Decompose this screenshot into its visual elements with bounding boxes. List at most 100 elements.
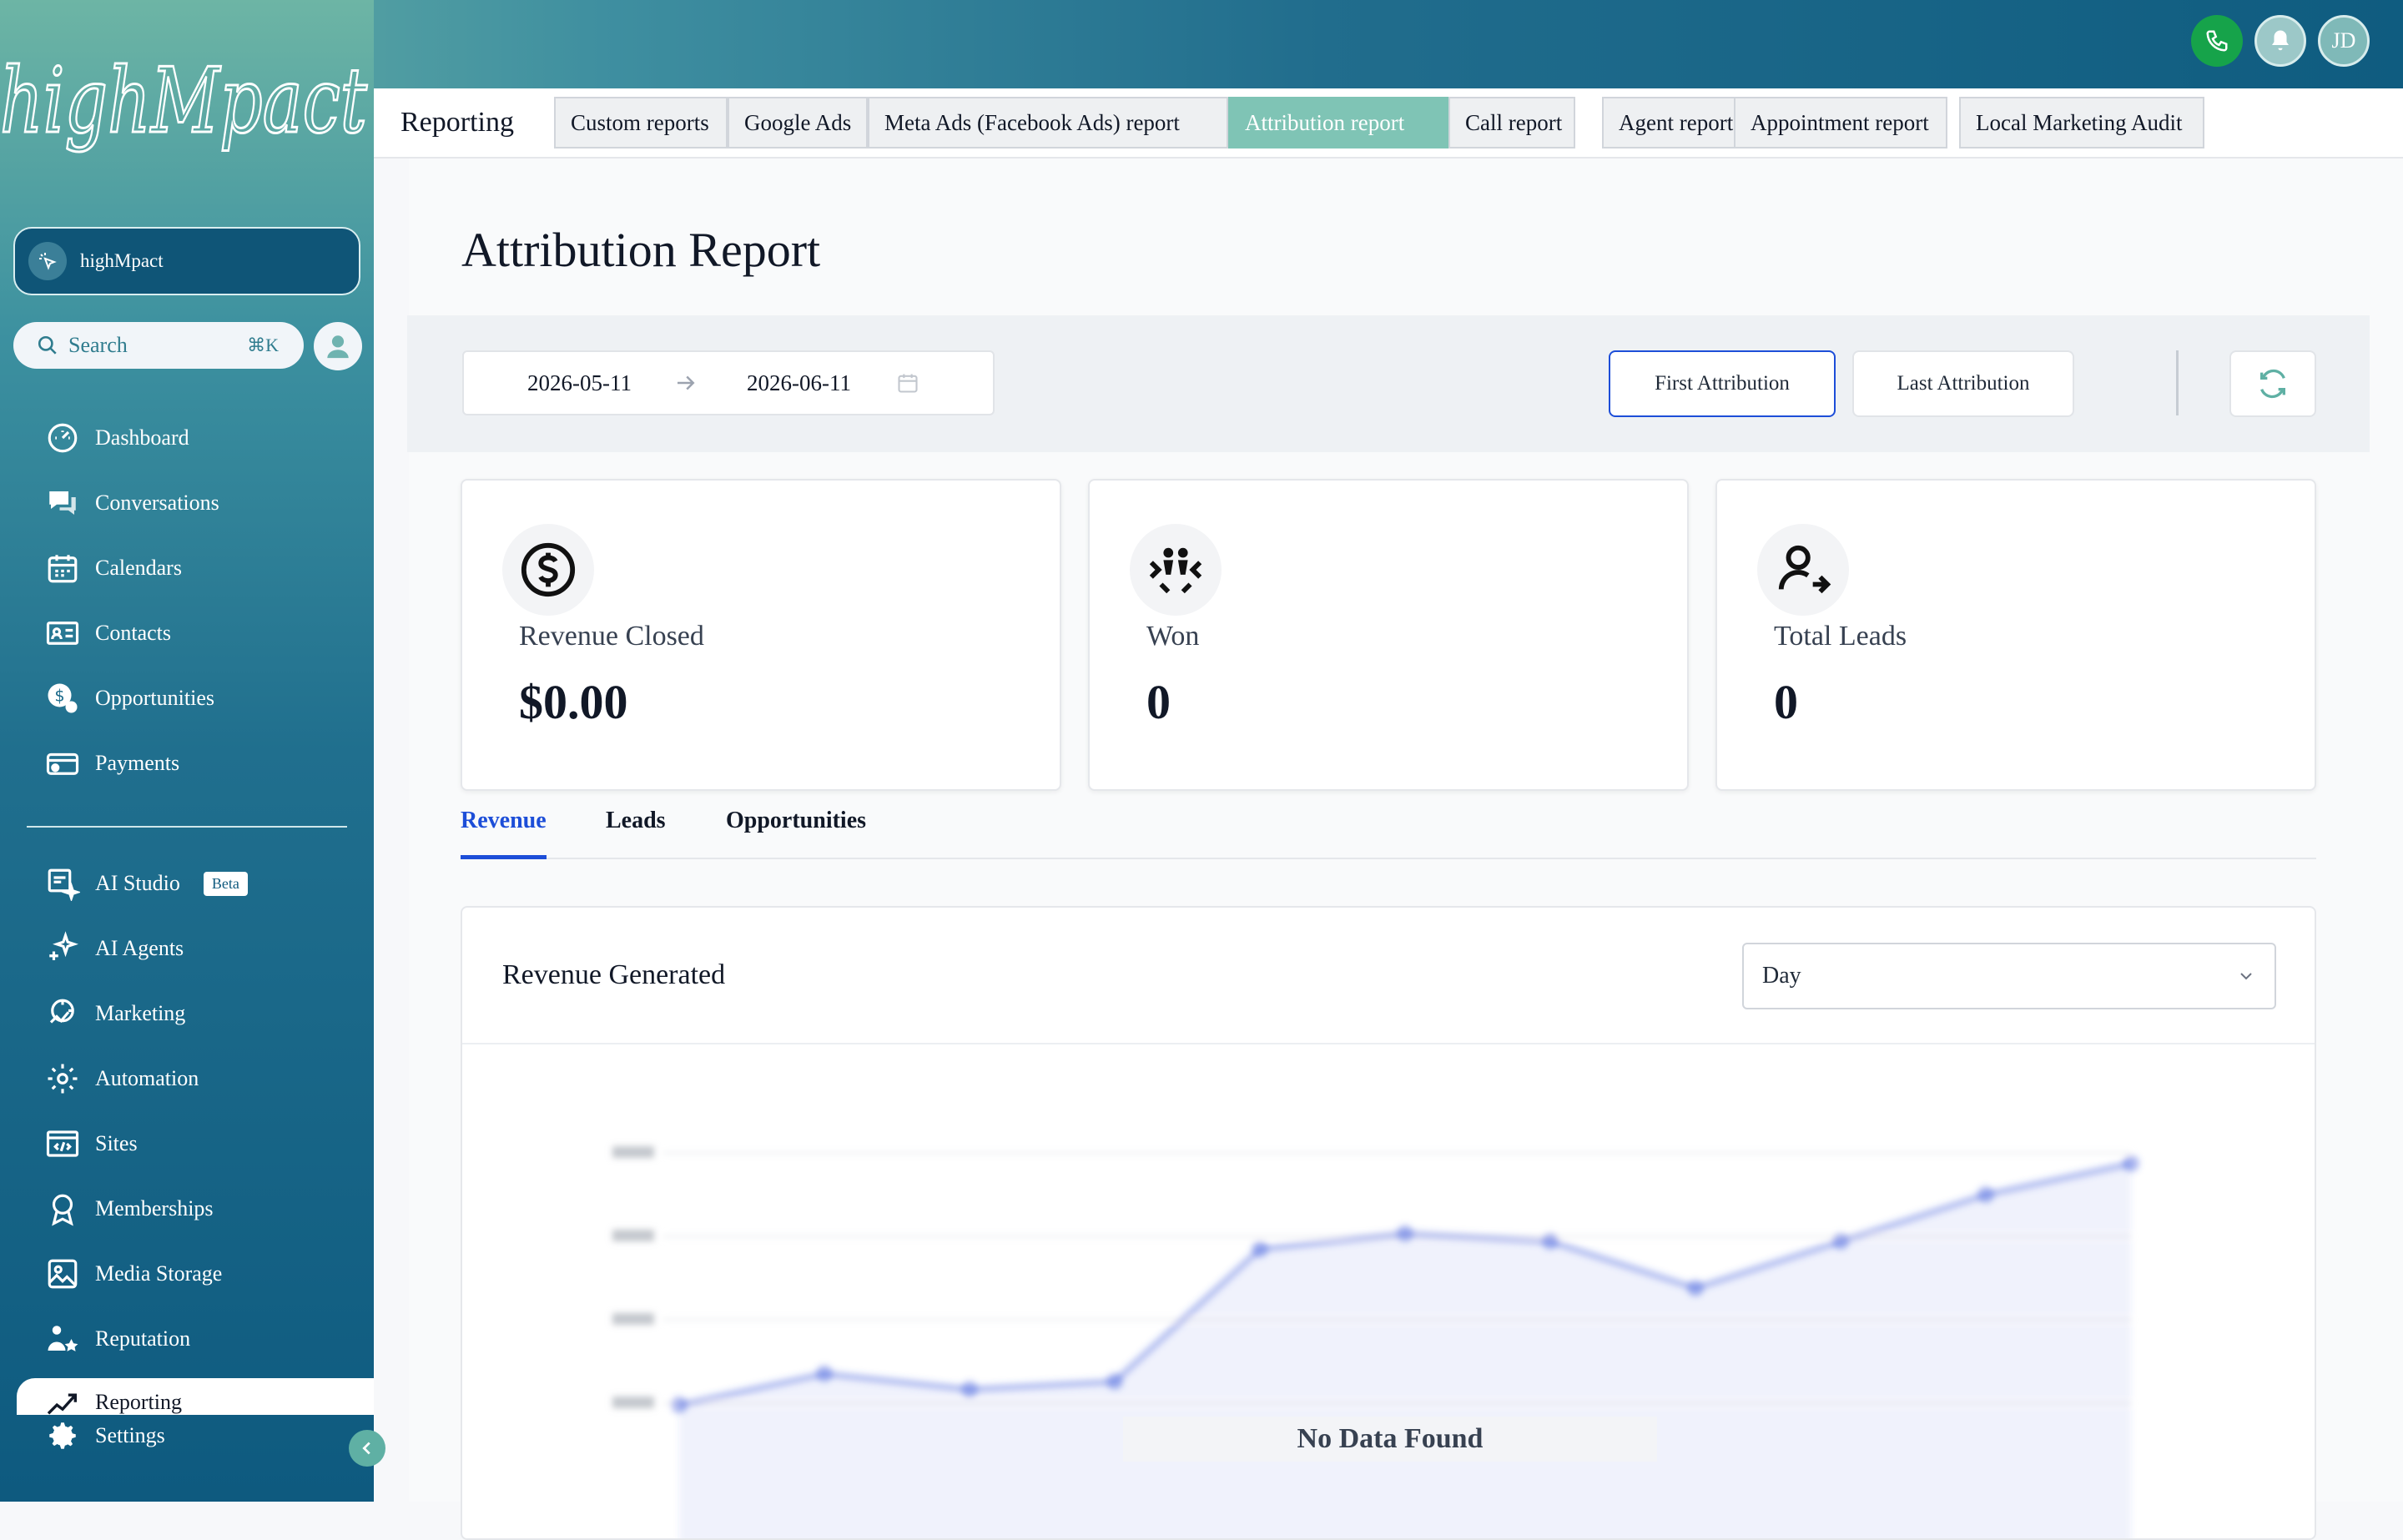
calendar-icon [898,374,918,393]
sidebar-item-memberships[interactable]: Memberships [0,1176,374,1241]
brand-logo[interactable]: highMpact [0,25,374,200]
sidebar-item-reputation[interactable]: Reputation [0,1306,374,1371]
automation-icon [48,1064,78,1094]
card-label: Revenue Closed [519,621,704,652]
card-label: Won [1146,621,1200,652]
sidebar-item-media-storage[interactable]: Media Storage [0,1241,374,1306]
subtab-revenue[interactable]: Revenue [461,808,547,859]
tab-appointment-report[interactable]: Appointment report [1734,97,1947,148]
card-label: Total Leads [1774,621,1907,652]
start-date[interactable]: 2026-05-11 [527,370,632,395]
data-point [1977,1186,1994,1203]
card-value: 0 [1146,675,1171,729]
revenue-closed-card: Revenue Closed $0.00 [461,479,1061,791]
sidebar-item-conversations[interactable]: Conversations [0,471,374,536]
data-point [816,1365,833,1382]
image-icon [48,1259,78,1289]
sidebar-item-ai-agents[interactable]: AI Agents [0,916,374,981]
tick-placeholder [612,1230,654,1241]
subtab-opportunities[interactable]: Opportunities [726,808,867,833]
chevron-left-icon [362,1442,370,1455]
period-select[interactable]: Day [1742,943,2276,1009]
sites-icon [46,1130,79,1157]
sidebar-item-label: Reputation [95,1326,191,1351]
sidebar-item-contacts[interactable]: Contacts [0,601,374,666]
tab-local-marketing-audit[interactable]: Local Marketing Audit [1959,97,2204,148]
gear-icon [49,1422,76,1449]
total-leads-card: Total Leads 0 [1715,479,2316,791]
beta-badge: Beta [203,871,248,896]
dollar-icon [502,524,594,616]
first-attribution-button[interactable]: First Attribution [1609,350,1836,417]
filter-divider [2176,350,2179,415]
tab-custom-reports[interactable]: Custom reports [554,97,728,148]
user-icon [327,335,349,359]
account-switcher[interactable]: highMpact [13,227,360,295]
data-point [1542,1233,1559,1250]
section-title: Reporting [400,107,514,138]
tab-google-ads[interactable]: Google Ads [728,97,868,148]
sidebar-item-label: Media Storage [95,1261,223,1286]
sidebar-item-automation[interactable]: Automation [0,1046,374,1111]
tick-placeholder [612,1397,654,1408]
sidebar-item-label: Dashboard [95,425,189,450]
phone-button[interactable] [2191,15,2243,67]
notifications-button[interactable] [2254,15,2306,67]
logo-text: highMpact [0,49,367,153]
sidebar-item-label: Sites [95,1131,138,1155]
marketing-icon [49,999,74,1024]
subtab-leads[interactable]: Leads [606,808,666,833]
sidebar-item-settings[interactable]: Settings [0,1407,374,1465]
sidebar-nav-primary: Dashboard Conversations Calendars Contac… [0,405,374,796]
data-point [671,1397,688,1413]
sidebar-item-marketing[interactable]: Marketing [0,981,374,1046]
tab-meta-ads[interactable]: Meta Ads (Facebook Ads) report [868,97,1228,148]
tick-placeholder [612,1313,654,1325]
sidebar-item-label: Opportunities [95,686,214,710]
header-actions: JD [2191,15,2370,67]
sidebar-item-ai-studio[interactable]: AI Studio Beta [0,851,374,916]
refresh-button[interactable] [2229,350,2316,417]
search-button[interactable]: Search ⌘K [13,322,304,369]
bell-icon [2272,30,2289,51]
data-point [1397,1225,1413,1242]
tab-call-report[interactable]: Call report [1448,97,1575,148]
tick-placeholder [612,1146,654,1158]
data-point [961,1381,978,1398]
sidebar-item-calendars[interactable]: Calendars [0,536,374,601]
sidebar-item-label: Marketing [95,1001,186,1025]
chat-icon [49,491,76,515]
opportunities-icon: $ [48,683,78,713]
sidebar-item-dashboard[interactable]: Dashboard [0,405,374,471]
tab-agent-report[interactable]: Agent report [1602,97,1737,148]
payments-icon [46,752,79,775]
arrow-right-icon [677,375,695,390]
handshake-icon [1130,524,1222,616]
sidebar-item-sites[interactable]: Sites [0,1111,374,1176]
period-value: Day [1762,963,1801,989]
lead-user-icon [1757,524,1849,616]
sidebar-item-label: Conversations [95,491,219,515]
refresh-icon [2260,369,2285,399]
sidebar-item-opportunities[interactable]: $ Opportunities [0,666,374,731]
sidebar-item-payments[interactable]: Payments [0,731,374,796]
no-data-message: No Data Found [1123,1417,1657,1462]
last-attribution-button[interactable]: Last Attribution [1852,350,2074,417]
sidebar-item-reporting[interactable]: Reporting [17,1378,374,1415]
sidebar-item-label: AI Studio [95,871,180,895]
tab-attribution-report[interactable]: Attribution report [1228,97,1448,148]
date-range-picker[interactable]: 2026-05-11 2026-06-11 [462,350,995,415]
data-point [1252,1241,1268,1258]
profile-button[interactable] [314,322,362,370]
card-value: 0 [1774,675,1798,729]
data-point [1687,1280,1704,1296]
user-avatar[interactable]: JD [2318,15,2370,67]
won-card: Won 0 [1088,479,1689,791]
sidebar-divider [27,826,347,828]
end-date[interactable]: 2026-06-11 [746,370,851,395]
series-area [679,1163,2131,1538]
calendar-icon [48,555,78,583]
collapse-sidebar-button[interactable] [349,1430,385,1467]
contacts-icon [46,622,79,645]
sidebar-item-label: Calendars [95,556,182,580]
